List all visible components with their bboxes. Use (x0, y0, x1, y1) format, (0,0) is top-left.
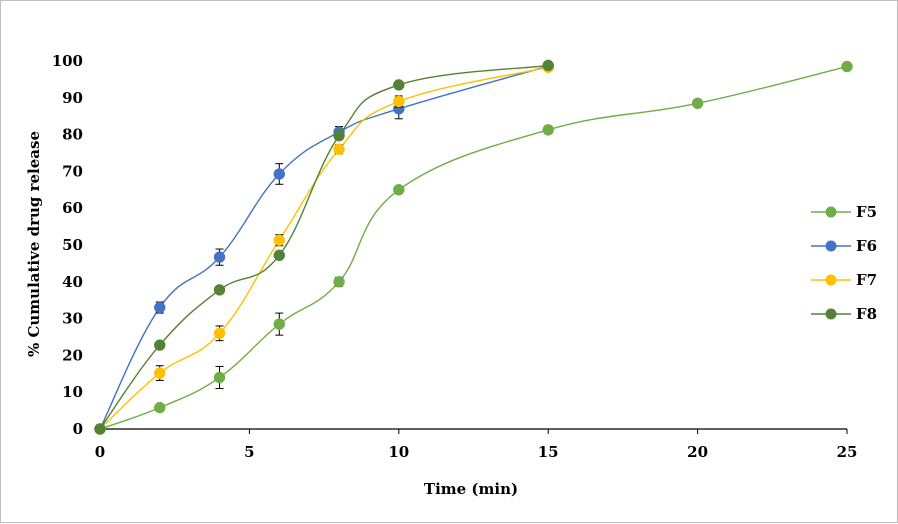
data-point-f8 (393, 79, 405, 91)
legend-item-f5: F5 (811, 203, 877, 221)
y-tick-label: 10 (62, 383, 83, 401)
legend-item-f6: F6 (811, 237, 877, 255)
x-tick-label: 10 (388, 443, 409, 461)
series-f8 (94, 59, 554, 435)
y-tick-label: 70 (62, 162, 83, 180)
legend-item-f8: F8 (811, 305, 877, 323)
series-f5 (94, 60, 853, 435)
legend-label: F8 (856, 305, 877, 323)
y-tick-label: 80 (62, 126, 83, 144)
data-point-f7 (213, 327, 226, 340)
legend-label: F5 (856, 203, 877, 221)
data-point-f5 (213, 371, 226, 384)
x-tick-label: 15 (538, 443, 559, 461)
data-point-f5 (691, 97, 704, 110)
series-line-f6 (99, 65, 549, 430)
y-tick-label: 100 (52, 52, 83, 70)
y-tick-label: 40 (62, 273, 83, 291)
data-point-f5 (273, 318, 286, 330)
data-point-f7 (154, 367, 166, 379)
y-axis-title: % Cumulative drug release (25, 131, 43, 357)
legend-label: F6 (856, 237, 877, 255)
y-tick-label: 60 (62, 199, 83, 217)
x-tick-label: 25 (837, 443, 858, 461)
data-point-f8 (154, 339, 166, 351)
data-point-f6 (273, 168, 286, 180)
y-tick-label: 50 (62, 236, 83, 254)
data-point-f5 (841, 60, 853, 73)
series-f6 (94, 60, 554, 435)
legend-item-f7: F7 (811, 271, 877, 289)
legend-marker (825, 206, 837, 218)
y-tick-label: 90 (62, 89, 83, 107)
x-tick-label: 20 (687, 443, 708, 461)
data-point-f8 (542, 59, 554, 72)
data-point-f8 (94, 423, 106, 435)
data-point-f5 (333, 276, 345, 288)
series-line-f8 (99, 64, 549, 430)
y-tick-label: 0 (73, 420, 83, 438)
y-tick-label: 30 (62, 310, 83, 328)
x-tick-label: 5 (244, 443, 254, 461)
data-point-f8 (333, 129, 345, 142)
legend-marker (825, 308, 837, 320)
data-point-f7 (273, 234, 286, 246)
series-line-f5 (99, 65, 848, 430)
x-tick-label: 0 (95, 443, 105, 461)
data-point-f8 (273, 249, 286, 262)
data-point-f5 (393, 184, 405, 196)
legend: F5 F6 F7 F8 (811, 203, 877, 323)
data-point-f5 (542, 124, 554, 136)
series-layer (94, 59, 853, 435)
axes-group: 0 5 10 15 20 25 0 10 20 30 40 50 60 70 80 90 100 (52, 52, 858, 461)
data-point-f8 (213, 284, 226, 296)
legend-label: F7 (856, 271, 877, 289)
legend-marker (825, 274, 837, 286)
x-axis-title: Time (min) (424, 480, 518, 498)
y-tick-label: 20 (62, 346, 83, 364)
data-point-f6 (154, 301, 166, 314)
data-point-f7 (393, 95, 405, 108)
legend-marker (825, 240, 837, 252)
series-line-f7 (99, 66, 549, 430)
data-point-f6 (213, 251, 226, 263)
data-point-f7 (333, 143, 345, 156)
data-point-f5 (154, 401, 166, 414)
series-f7 (94, 61, 554, 435)
